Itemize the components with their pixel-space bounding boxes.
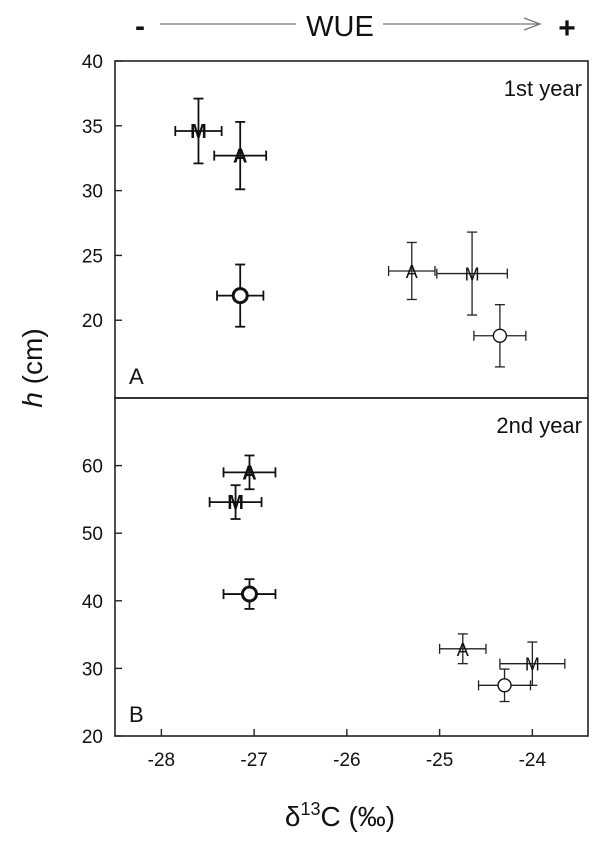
panel-a-ytick-label: 40 [82,52,103,73]
panel-b-year-label: 2nd year [496,413,582,438]
y-axis-title: h (cm) [17,328,48,407]
letter-marker: M [227,492,244,514]
panel-b-ytick-label: 30 [82,659,103,680]
y-axis-title-rest: (cm) [17,328,48,392]
wue-label: WUE [306,11,374,43]
data-point-o-plain [473,304,527,368]
letter-marker: A [406,262,418,282]
y-axis-title-italic: h [17,392,48,408]
panel-a-ytick-label: 25 [82,246,103,267]
x-tick-label: -26 [333,750,360,771]
circle-marker [497,678,512,693]
panel-b-letter: B [129,702,144,727]
panel-b-ytick-label: 50 [82,524,103,545]
wue-plus-sign: + [558,12,576,45]
wue-minus-sign: - [135,10,145,43]
panel-b-ytick-label: 20 [82,727,103,748]
data-point-m-plain: M [499,641,566,686]
data-point-m-bold: M [208,484,263,520]
panel-a-ytick-label: 35 [82,117,103,138]
x-axis-title: δ13C (‰) [285,799,395,832]
panel-a-frame [114,60,589,399]
letter-marker: A [233,146,247,168]
panel-b-ytick-label: 60 [82,457,103,478]
circle-marker [231,287,249,305]
data-point-a-plain: A [387,241,436,301]
letter-marker: A [242,462,256,484]
x-axis-title-delta: δ [285,801,301,832]
panel-a-ytick-label: 30 [82,182,103,203]
panel-a: 20 25 30 35 40 A 1st year M A A M [82,52,589,399]
x-axis-title-rest: C (‰) [320,801,395,832]
wue-right-arrow [383,17,542,31]
data-point-a-bold: A [213,121,268,191]
data-point-o-bold [222,578,277,610]
x-tick-label: -28 [148,750,175,771]
x-axis-title-superscript: 13 [300,799,320,819]
data-point-m-bold: M [174,97,223,165]
data-point-a-plain: A [438,633,487,665]
x-axis: -28 -27 -26 -25 -24 [148,729,547,771]
data-point-m-plain: M [436,231,508,316]
x-tick-label: -25 [426,750,453,771]
letter-marker: M [465,265,480,285]
letter-marker: A [457,640,469,660]
x-tick-label: -24 [519,750,547,771]
circle-marker [240,585,258,603]
panel-b-ytick-label: 40 [82,592,103,613]
letter-marker: M [525,655,540,675]
data-point-a-bold: A [222,454,277,491]
x-tick-label: -27 [240,750,267,771]
panel-a-ytick-label: 20 [82,311,103,332]
data-point-o-bold [216,263,265,328]
panel-a-year-label: 1st year [504,76,582,101]
letter-marker: M [190,121,207,143]
panel-a-letter: A [129,364,144,389]
circle-marker [492,328,508,343]
data-point-o-plain [477,668,532,703]
panel-b-frame [114,397,589,737]
wue-annotation: - WUE + [135,10,576,45]
